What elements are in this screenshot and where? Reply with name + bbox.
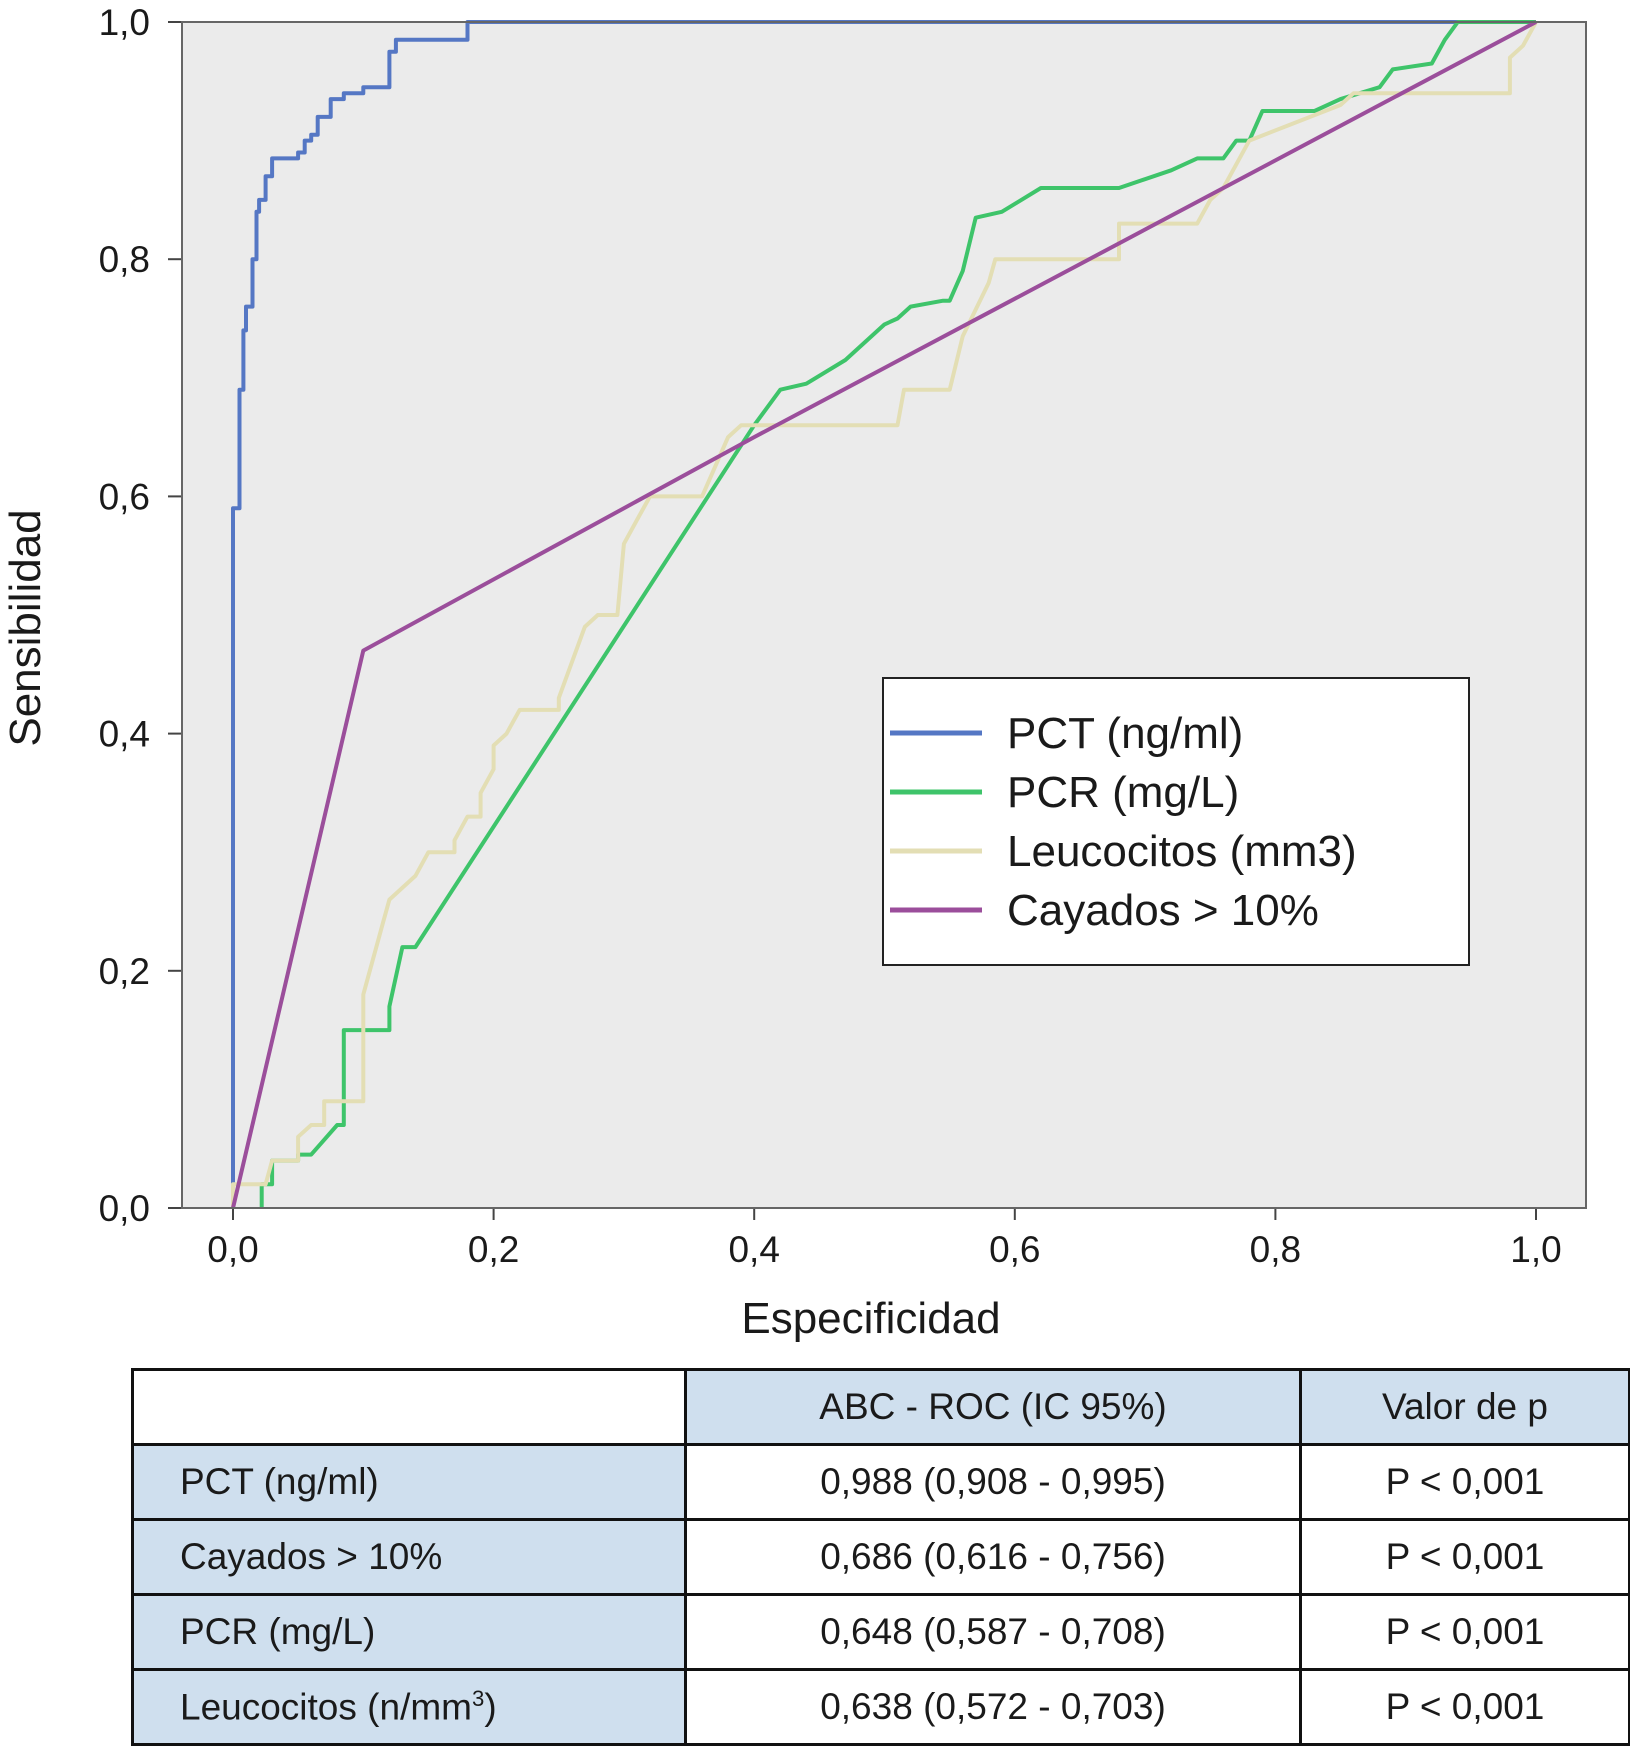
legend-box — [882, 677, 1470, 966]
x-tick-label: 0,4 — [728, 1229, 779, 1270]
x-axis-title: Especificidad — [741, 1294, 1000, 1343]
table-header-auc: ABC - ROC (IC 95%) — [684, 1368, 1302, 1446]
roc-chart: 0,0 0,2 0,4 0,6 0,8 1,0 0,0 0,2 0,4 0,6 0,8 1,0 Es… — [1, 2, 1587, 1343]
table-row: PCT (ng/ml) 0,988 (0,908 - 0,995) P < 0,… — [131, 1443, 1630, 1521]
row-auc: 0,648 (0,587 - 0,708) — [684, 1593, 1302, 1671]
table-row: Cayados > 10% 0,686 (0,616 - 0,756) P < … — [131, 1518, 1630, 1596]
legend: PCT (ng/ml) PCR (mg/L) Leucocitos (mm3) Cay… — [882, 677, 1470, 966]
row-label-superscript: 3 — [472, 1685, 485, 1711]
row-p-value: P < 0,001 — [1299, 1518, 1630, 1596]
x-tick-label: 1,0 — [1510, 1229, 1561, 1270]
row-label: PCT (ng/ml) — [131, 1443, 687, 1521]
x-tick-label: 0,2 — [468, 1229, 519, 1270]
row-label: PCR (mg/L) — [131, 1593, 687, 1671]
row-label-text: Leucocitos (n/mm — [180, 1686, 472, 1728]
series-line-cayados-10 — [231, 20, 1537, 1209]
y-tick-label: 0,4 — [99, 714, 150, 755]
row-p-value: P < 0,001 — [1299, 1443, 1630, 1521]
row-auc: 0,638 (0,572 - 0,703) — [684, 1668, 1302, 1746]
plot-background — [182, 22, 1586, 1208]
y-tick-label: 0,8 — [99, 239, 150, 280]
plot-frame — [181, 21, 1587, 1209]
row-p-value: P < 0,001 — [1299, 1593, 1630, 1671]
row-p-value: P < 0,001 — [1299, 1668, 1630, 1746]
axis-ticks — [168, 21, 1537, 1220]
x-tick-label: 0,0 — [207, 1229, 258, 1270]
row-label: Cayados > 10% — [131, 1518, 687, 1596]
row-auc: 0,686 (0,616 - 0,756) — [684, 1518, 1302, 1596]
x-tick-label: 0,8 — [1250, 1229, 1301, 1270]
table-header-blank — [131, 1368, 687, 1446]
series-line-leucocitos-mm3 — [231, 21, 1538, 1208]
series-line-pct-ng-ml — [231, 20, 1536, 1208]
legend-label-cayados-10: Cayados > 10% — [1007, 886, 1319, 935]
series-line-pcr-mg-l — [259, 20, 1536, 1208]
legend-label-pcr-mg-l: PCR (mg/L) — [1007, 768, 1239, 817]
table-row: Leucocitos (n/mm3) 0,638 (0,572 - 0,703)… — [131, 1668, 1630, 1746]
y-tick-labels: 0,0 0,2 0,4 0,6 0,8 1,0 — [99, 2, 150, 1229]
row-label: Leucocitos (n/mm3) — [131, 1668, 687, 1746]
y-tick-label: 0,0 — [99, 1188, 150, 1229]
row-auc: 0,988 (0,908 - 0,995) — [684, 1443, 1302, 1521]
legend-label-leucocitos-mm3: Leucocitos (mm3) — [1007, 827, 1357, 876]
legend-label-pct-ng-ml: PCT (ng/ml) — [1007, 709, 1243, 758]
table-header-p: Valor de p — [1299, 1368, 1630, 1446]
y-tick-label: 1,0 — [99, 2, 150, 43]
auc-table: ABC - ROC (IC 95%) Valor de p PCT (ng/ml… — [131, 1368, 1630, 1746]
table-header-row: ABC - ROC (IC 95%) Valor de p — [131, 1368, 1630, 1446]
x-tick-label: 0,6 — [989, 1229, 1040, 1270]
roc-series — [231, 20, 1538, 1209]
y-tick-label: 0,6 — [99, 476, 150, 517]
row-label-tail: ) — [484, 1686, 497, 1728]
y-axis-title: Sensibilidad — [1, 509, 50, 746]
x-tick-labels: 0,0 0,2 0,4 0,6 0,8 1,0 — [207, 1229, 1561, 1270]
y-tick-label: 0,2 — [99, 951, 150, 992]
table-row: PCR (mg/L) 0,648 (0,587 - 0,708) P < 0,0… — [131, 1593, 1630, 1671]
